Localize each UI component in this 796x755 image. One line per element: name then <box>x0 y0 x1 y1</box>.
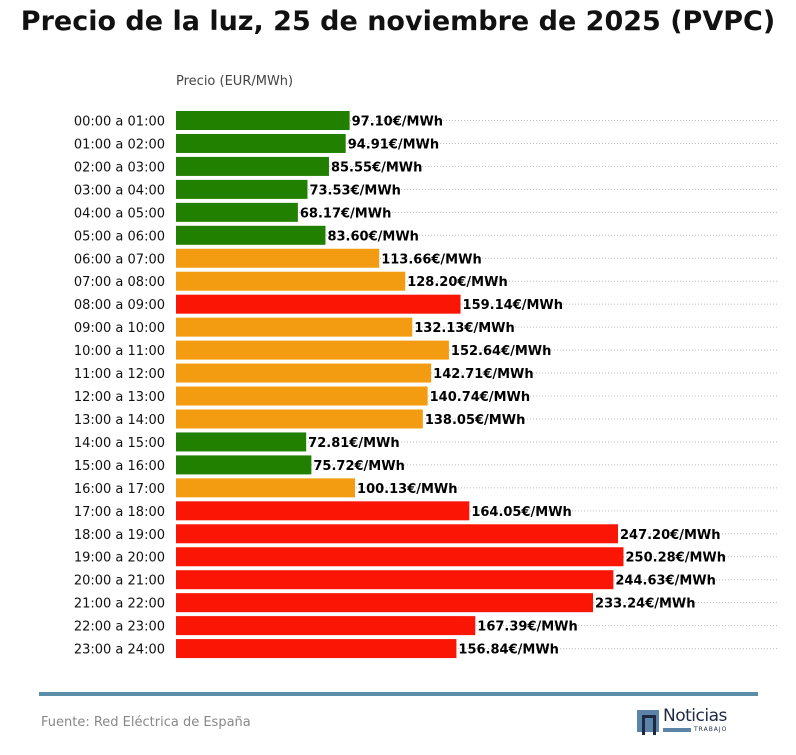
category-label: 13:00 a 14:00 <box>74 413 165 428</box>
data-label: 233.24€/MWh <box>595 597 696 612</box>
axis-label: Precio (EUR/MWh) <box>176 74 294 89</box>
category-label: 00:00 a 01:00 <box>74 115 165 130</box>
category-label: 01:00 a 02:00 <box>74 137 165 152</box>
category-label: 12:00 a 13:00 <box>74 390 165 405</box>
data-label: 128.20€/MWh <box>407 275 508 290</box>
data-label: 85.55€/MWh <box>331 160 422 175</box>
logo-text: Noticias <box>663 706 727 726</box>
category-label: 07:00 a 08:00 <box>74 275 165 290</box>
bar <box>176 294 461 314</box>
bar <box>176 478 356 498</box>
bar <box>176 570 614 590</box>
category-label: 02:00 a 03:00 <box>74 160 165 175</box>
bar <box>176 156 329 176</box>
bar <box>176 409 423 429</box>
data-label: 250.28€/MWh <box>626 551 727 566</box>
logo-subtext: TRABAJO <box>694 726 728 733</box>
logo-bar <box>663 728 691 732</box>
data-label: 247.20€/MWh <box>620 528 721 543</box>
category-label: 17:00 a 18:00 <box>74 505 165 520</box>
data-label: 152.64€/MWh <box>451 344 551 359</box>
data-label: 138.05€/MWh <box>425 413 525 428</box>
data-label: 73.53€/MWh <box>309 183 400 198</box>
bar <box>176 455 312 475</box>
data-label: 244.63€/MWh <box>615 574 716 589</box>
bar <box>176 248 380 268</box>
data-label: 94.91€/MWh <box>348 137 439 152</box>
category-label: 22:00 a 23:00 <box>74 620 165 635</box>
category-label: 05:00 a 06:00 <box>74 229 165 244</box>
bar <box>176 432 307 452</box>
chart-title: Precio de la luz, 25 de noviembre de 202… <box>20 6 776 37</box>
data-label: 156.84€/MWh <box>458 643 559 658</box>
bar <box>176 179 308 199</box>
data-label: 159.14€/MWh <box>463 298 564 313</box>
data-label: 113.66€/MWh <box>381 252 482 267</box>
data-label: 164.05€/MWh <box>471 505 572 520</box>
data-label: 97.10€/MWh <box>352 115 443 130</box>
bar <box>176 317 413 337</box>
logo-mark-icon <box>637 710 659 735</box>
bar <box>176 501 470 521</box>
category-label: 06:00 a 07:00 <box>74 252 165 267</box>
category-label: 11:00 a 12:00 <box>74 367 165 382</box>
category-label: 20:00 a 21:00 <box>74 574 165 589</box>
bar <box>176 639 457 659</box>
data-label: 142.71€/MWh <box>433 367 534 382</box>
data-label: 140.74€/MWh <box>430 390 531 405</box>
data-label: 68.17€/MWh <box>300 206 391 221</box>
data-label: 132.13€/MWh <box>414 321 514 336</box>
bar <box>176 271 406 291</box>
bar <box>176 133 346 153</box>
bar <box>176 593 594 613</box>
bar <box>176 202 298 222</box>
category-label: 04:00 a 05:00 <box>74 206 165 221</box>
bar <box>176 340 449 360</box>
category-label: 23:00 a 24:00 <box>74 643 165 658</box>
bar <box>176 386 428 406</box>
category-label: 18:00 a 19:00 <box>74 528 165 543</box>
bar <box>176 524 618 544</box>
bar <box>176 363 432 383</box>
data-label: 75.72€/MWh <box>313 459 404 474</box>
category-label: 09:00 a 10:00 <box>74 321 165 336</box>
data-label: 83.60€/MWh <box>327 229 418 244</box>
bar <box>176 616 476 636</box>
category-label: 15:00 a 16:00 <box>74 459 165 474</box>
category-label: 14:00 a 15:00 <box>74 436 165 451</box>
footer-divider <box>39 692 758 696</box>
bar <box>176 111 350 130</box>
bar <box>176 547 624 567</box>
data-label: 167.39€/MWh <box>477 620 578 635</box>
category-label: 19:00 a 20:00 <box>74 551 165 566</box>
category-label: 03:00 a 04:00 <box>74 183 165 198</box>
category-label: 21:00 a 22:00 <box>74 597 165 612</box>
data-label: 100.13€/MWh <box>357 482 458 497</box>
category-label: 08:00 a 09:00 <box>74 298 165 313</box>
category-label: 16:00 a 17:00 <box>74 482 165 497</box>
data-label: 72.81€/MWh <box>308 436 399 451</box>
source-text: Fuente: Red Eléctrica de España <box>41 715 251 730</box>
bar <box>176 225 326 245</box>
category-label: 10:00 a 11:00 <box>74 344 165 359</box>
bar-chart: 00:00 a 01:00 97.10€/MWh 01:00 a 02:00 94.9… <box>74 111 778 659</box>
